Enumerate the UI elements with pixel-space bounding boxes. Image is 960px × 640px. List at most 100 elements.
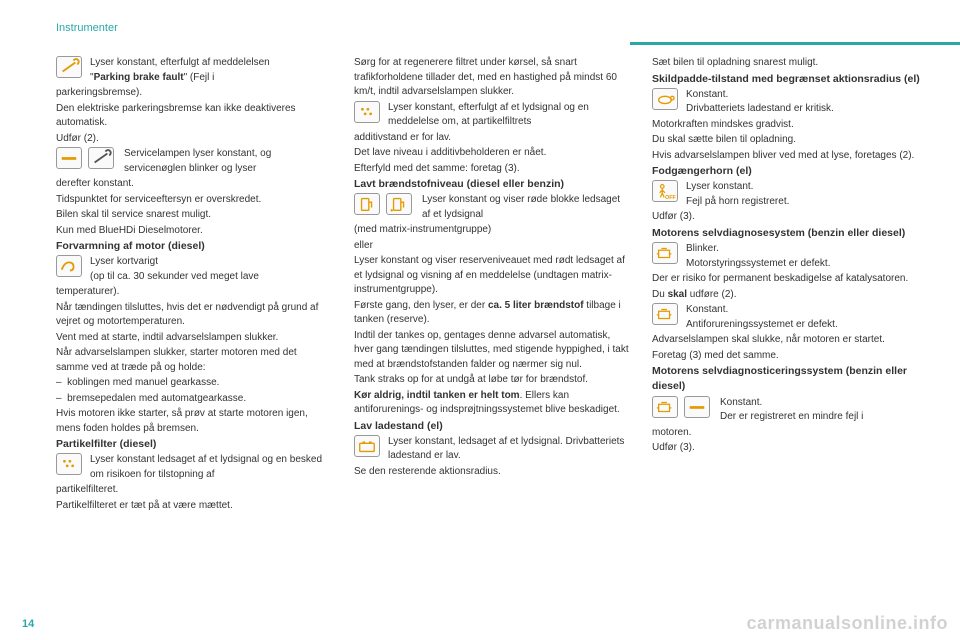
text: Der er registreret en mindre fejl i (720, 411, 863, 422)
section-title: Lav ladestand (el) (354, 419, 630, 434)
text: bremsepedalen med automatgearkasse. (67, 393, 246, 404)
text: Lyser konstant og viser røde blokke leds… (422, 193, 630, 222)
text: Lyser konstant og viser reserveniveauet … (354, 254, 630, 298)
text: koblingen med manuel gearkasse. (67, 377, 219, 388)
text: Udfør (3). (652, 210, 928, 225)
engine-icon (652, 396, 678, 418)
text: (med matrix-instrumentgruppe) (354, 223, 630, 238)
text-block: Lyser kortvarigt (op til ca. 30 sekunder… (90, 255, 332, 284)
text: Konstant. (686, 304, 728, 315)
text-block: Blinker. Motorstyringssystemet er defekt… (686, 242, 928, 271)
text-block: Konstant. Antiforureningssystemet er def… (686, 303, 928, 332)
text: Antiforureningssystemet er defekt. (686, 319, 838, 330)
svg-text:OFF: OFF (665, 196, 677, 202)
list-item: – bremsepedalen med automatgearkasse. (56, 392, 332, 407)
text: Advarselslampen skal slukke, når motoren… (652, 333, 928, 348)
text-bold: ca. 5 liter brændstof (488, 300, 584, 311)
fuel-pump-icon (354, 193, 380, 215)
text: Lyser konstant. (686, 181, 753, 192)
text: Lyser konstant, efterfulgt af et lydsign… (388, 101, 630, 130)
text: Hvis motoren ikke starter, så prøv at st… (56, 407, 332, 436)
section-title: Partikelfilter (diesel) (56, 437, 332, 452)
text-block: Konstant. Der er registreret en mindre f… (720, 396, 928, 425)
section-title: Motorens selvdiagnosesystem (benzin elle… (652, 226, 928, 241)
section-title: Lavt brændstofniveau (diesel eller benzi… (354, 177, 630, 192)
text: Konstant. (686, 89, 728, 100)
engine-icon (652, 303, 678, 325)
service-wrench-icon (88, 147, 114, 169)
page-header: Instrumenter (56, 22, 928, 34)
text: Tank straks op for at undgå at løbe tør … (354, 373, 630, 388)
service-dash-icon (56, 147, 82, 169)
text: Tidspunktet for serviceeftersyn er overs… (56, 193, 332, 208)
text: Kun med BlueHDi Dieselmotorer. (56, 224, 332, 239)
text: Første gang, den lyser, er der (354, 300, 488, 311)
text: Motorkraften mindskes gradvist. (652, 118, 928, 133)
text: Du (652, 289, 668, 300)
text: Den elektriske parkeringsbremse kan ikke… (56, 102, 332, 131)
text-block: Lyser konstant. Fejl på horn registreret… (686, 180, 928, 209)
section-title: Fodgængerhorn (el) (652, 164, 928, 179)
column-2: Sørg for at regenerere filtret under kør… (354, 56, 630, 514)
text: Partikelfilteret er tæt på at være mætte… (56, 499, 332, 514)
text: Hvis advarselslampen bliver ved med at l… (652, 149, 928, 164)
section-title: Skildpadde-tilstand med begrænset aktion… (652, 72, 928, 87)
turtle-icon (652, 88, 678, 110)
fuel-pump-alt-icon (386, 193, 412, 215)
text: Sæt bilen til opladning snarest muligt. (652, 56, 928, 71)
text: Du skal sætte bilen til opladning. (652, 133, 928, 148)
text: eller (354, 239, 630, 254)
text: Lyser konstant, efterfulgt af meddelelse… (90, 57, 270, 68)
text: Sørg for at regenerere filtret under kør… (354, 56, 630, 100)
text: Drivbatteriets ladestand er kritisk. (686, 103, 834, 114)
text: Første gang, den lyser, er der ca. 5 lit… (354, 299, 630, 328)
text: Når tændingen tilsluttes, hvis det er nø… (56, 301, 332, 330)
wrench-warning-icon (56, 56, 82, 78)
text: additivstand er for lav. (354, 131, 630, 146)
text: Bilen skal til service snarest muligt. (56, 208, 332, 223)
text-bold: Parking brake fault (94, 72, 184, 83)
text: Indtil der tankes op, gentages denne adv… (354, 329, 630, 373)
pedestrian-horn-icon: OFF (652, 180, 678, 202)
text: Motorstyringssystemet er defekt. (686, 258, 831, 269)
preheat-coil-icon (56, 255, 82, 277)
content-columns: Lyser konstant, efterfulgt af meddelelse… (56, 56, 928, 514)
text: Vent med at starte, indtil advarselslamp… (56, 331, 332, 346)
text: Lyser konstant ledsaget af et lydsignal … (90, 453, 332, 482)
text: Kør aldrig, indtil tanken er helt tom. E… (354, 389, 630, 418)
text: Foretag (3) med det samme. (652, 349, 928, 364)
text: motoren. (652, 426, 928, 441)
battery-low-icon (354, 435, 380, 457)
text: partikelfilteret. (56, 483, 332, 498)
service-dash-icon (684, 396, 710, 418)
particle-filter-icon (354, 101, 380, 123)
text: Udfør (3). (652, 441, 928, 456)
text-block: Konstant. Drivbatteriets ladestand er kr… (686, 88, 928, 117)
text: derefter konstant. (56, 177, 332, 192)
text: (op til ca. 30 sekunder ved meget lave (90, 271, 259, 282)
text: parkeringsbremse). (56, 86, 332, 101)
text: Blinker. (686, 243, 719, 254)
text: Lyser konstant, ledsaget af et lydsignal… (388, 435, 630, 464)
text: temperaturer). (56, 285, 332, 300)
column-3: Sæt bilen til opladning snarest muligt. … (652, 56, 928, 514)
text: Konstant. (720, 397, 762, 408)
list-item: – koblingen med manuel gearkasse. (56, 376, 332, 391)
text: Det lave niveau i additivbeholderen er n… (354, 146, 630, 161)
text: Fejl på horn registreret. (686, 196, 789, 207)
text: Lyser kortvarigt (90, 256, 158, 267)
text-bold: Kør aldrig, indtil tanken er helt tom (354, 390, 520, 401)
text-bold: skal (668, 289, 687, 300)
particle-filter-icon (56, 453, 82, 475)
column-1: Lyser konstant, efterfulgt af meddelelse… (56, 56, 332, 514)
header-accent-bar (630, 42, 960, 45)
text: Efterfyld med det samme: foretag (3). (354, 162, 630, 177)
section-title: Motorens selvdiagnosticeringssystem (ben… (652, 364, 928, 394)
section-title: Forvarmning af motor (diesel) (56, 239, 332, 254)
text: Servicelampen lyser konstant, og service… (124, 147, 332, 176)
text: " (Fejl i (184, 72, 215, 83)
engine-icon (652, 242, 678, 264)
page-number: 14 (22, 618, 34, 630)
text: Udfør (2). (56, 132, 332, 147)
watermark: carmanualsonline.info (746, 613, 948, 634)
